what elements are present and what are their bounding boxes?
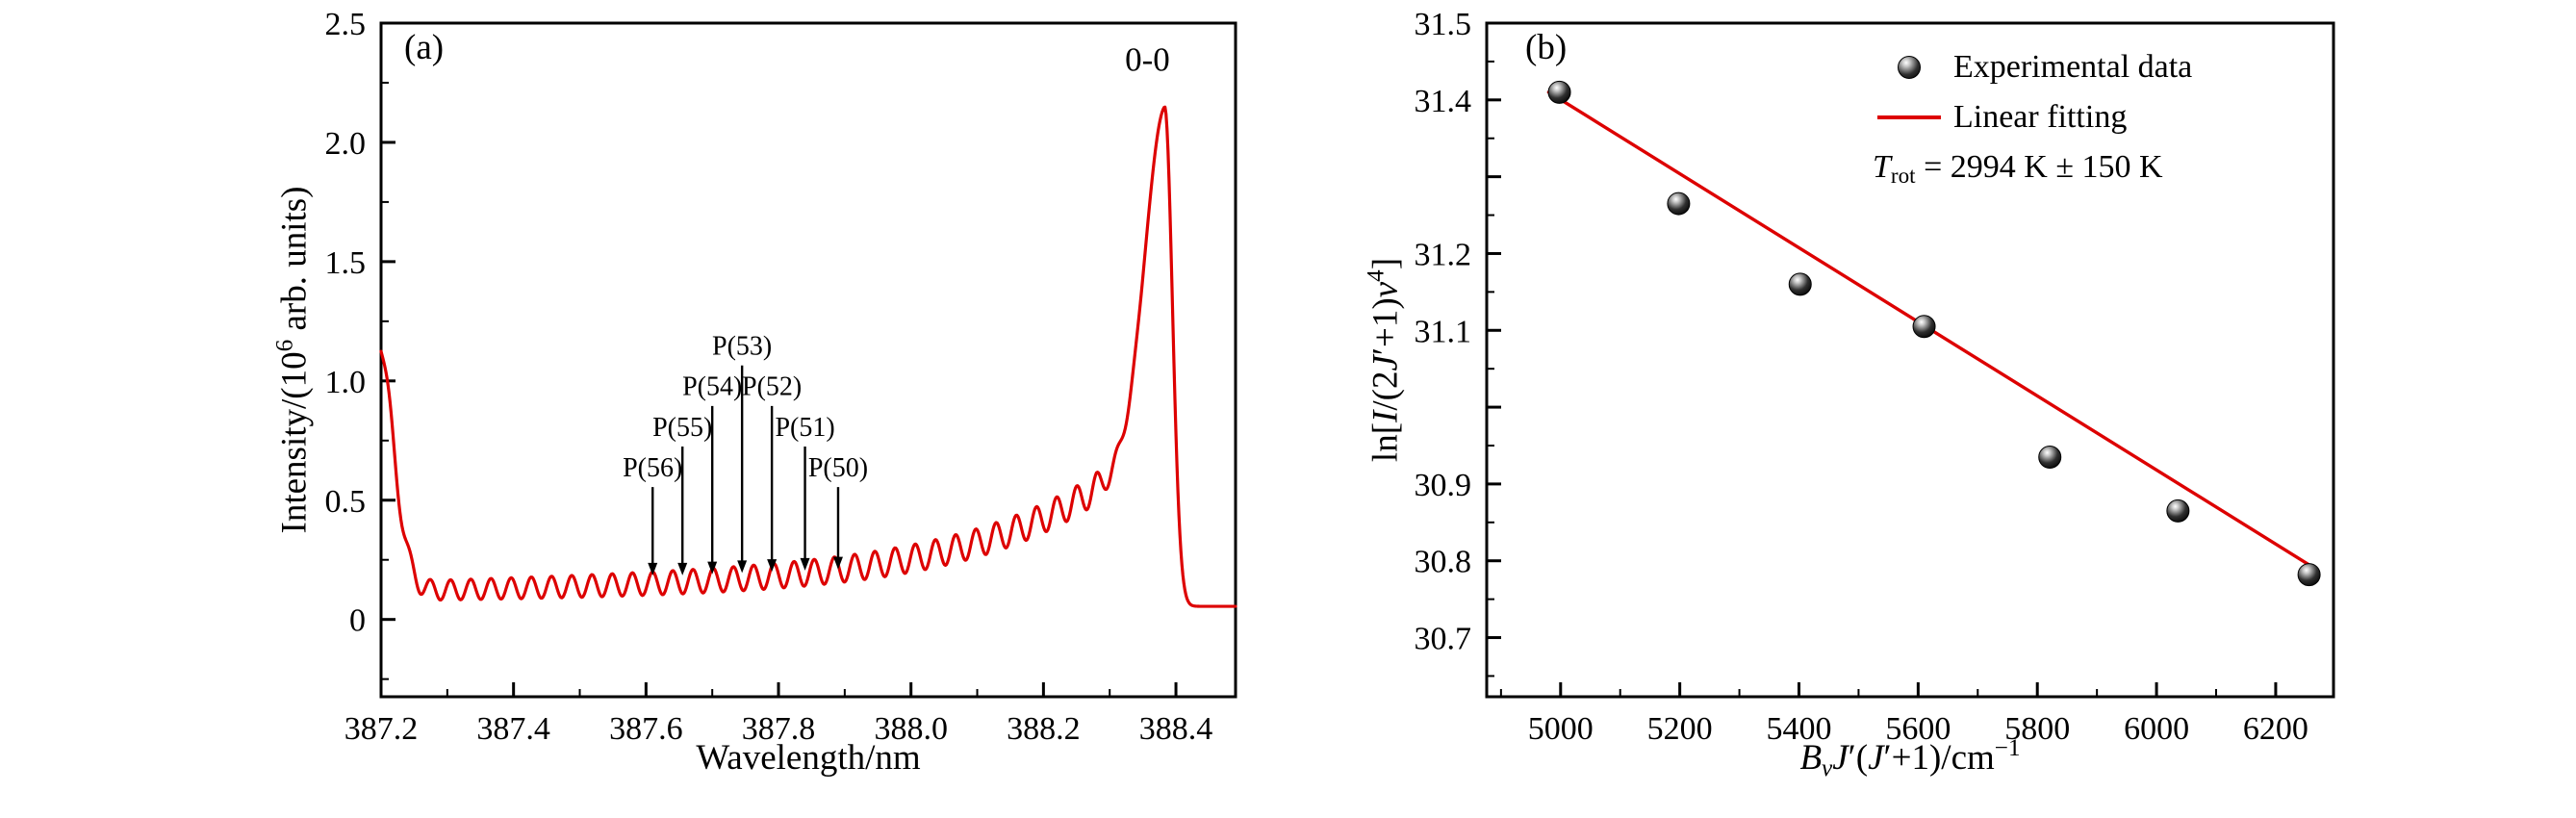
- p-branch-line-label: P(51): [775, 413, 834, 443]
- x-tick-label: 387.8: [742, 711, 816, 747]
- y-axis-title-a: Intensity/(106 arb. units): [271, 186, 315, 534]
- p-branch-line-label: P(53): [712, 332, 772, 362]
- p-branch-line-label: P(56): [623, 453, 682, 483]
- y-tick-label: 0.5: [325, 484, 367, 520]
- band-head-label: 0-0: [1125, 41, 1170, 79]
- data-point: [2166, 498, 2190, 523]
- panel-label-a: (a): [404, 28, 445, 67]
- axes-frame-a: [379, 21, 1237, 699]
- p-branch-arrowhead: [707, 561, 718, 575]
- x-tick-label: 5200: [1647, 711, 1713, 747]
- y-tick-label: 1.5: [325, 245, 367, 281]
- y-tick-label: 2.0: [325, 126, 367, 162]
- p-branch-arrowhead: [767, 559, 778, 573]
- spectrum-curve: [379, 105, 1237, 608]
- y-tick-label: 30.9: [1415, 468, 1472, 503]
- data-point: [1788, 272, 1812, 296]
- x-tick-label: 387.6: [609, 711, 683, 747]
- x-tick-label: 5600: [1885, 711, 1951, 747]
- x-tick-label: 5400: [1767, 711, 1832, 747]
- x-tick-label: 6200: [2243, 711, 2308, 747]
- legend-item-linear-fitting: Linear fitting: [1865, 92, 2192, 142]
- x-axis-title-b: BvJ′(J′+1)/cm−1: [1799, 735, 2021, 782]
- data-point: [1667, 192, 1691, 216]
- sphere-marker-icon: [1898, 56, 1921, 79]
- panel-label-b: (b): [1525, 28, 1568, 67]
- x-tick-label: 6000: [2124, 711, 2189, 747]
- data-point: [2297, 563, 2321, 587]
- data-point: [1912, 315, 1936, 339]
- y-tick-label: 30.7: [1415, 622, 1472, 657]
- p-branch-arrowhead: [800, 557, 810, 571]
- x-tick-label: 5000: [1528, 711, 1594, 747]
- p-branch-arrowhead: [648, 562, 658, 575]
- y-axis-title-b: ln[I/(2J′+1)ν4]: [1363, 257, 1406, 463]
- p-branch-arrowhead: [737, 560, 748, 574]
- p-branch-line-label: P(54): [682, 372, 742, 402]
- legend-label: Linear fitting: [1953, 99, 2128, 135]
- panel-b: 5000 5200 5400 5600 5800 6000 6200 31.5 31.4 31.2…: [1415, 7, 2335, 747]
- legend: Experimental data Linear fitting Trot = …: [1865, 42, 2192, 192]
- legend-marker-cell: [1865, 56, 1953, 79]
- data-point: [2038, 445, 2062, 469]
- x-axis-title-a: Wavelength/nm: [696, 738, 921, 778]
- p-branch-arrowhead: [832, 556, 843, 570]
- y-tick-label: 1.0: [325, 365, 367, 400]
- y-tick-label: 31.4: [1415, 84, 1472, 119]
- x-tick-label: 387.2: [344, 711, 419, 747]
- x-tick-label: 387.4: [476, 711, 550, 747]
- x-tick-label: 388.0: [874, 711, 948, 747]
- rotational-temperature-value: Trot = 2994 K ± 150 K: [1873, 149, 2163, 190]
- x-tick-label: 5800: [2004, 711, 2070, 747]
- y-tick-label: 2.5: [325, 7, 367, 42]
- panel-a: 387.2 387.4 387.6 387.8 388.0 388.2 388.4 0 0.5 1…: [325, 7, 1237, 747]
- p-branch-line-label: P(55): [652, 413, 712, 443]
- axes-frame-b: [1485, 21, 2335, 699]
- y-tick-label: 31.2: [1415, 237, 1472, 272]
- legend-annotation-trot: Trot = 2994 K ± 150 K: [1865, 142, 2192, 192]
- p-branch-line-label: P(52): [742, 372, 802, 402]
- legend-marker-cell: [1865, 115, 1953, 119]
- y-tick-label: 30.8: [1415, 545, 1472, 580]
- p-branch-arrowhead: [677, 562, 688, 575]
- legend-label: Experimental data: [1953, 49, 2193, 85]
- x-tick-label: 388.4: [1139, 711, 1213, 747]
- legend-item-experimental-data: Experimental data: [1865, 42, 2192, 92]
- p-branch-line-label: P(50): [808, 453, 868, 483]
- y-tick-label: 0: [349, 603, 366, 639]
- x-tick-label: 388.2: [1007, 711, 1081, 747]
- y-tick-label: 31.1: [1415, 314, 1472, 349]
- red-line-marker-icon: [1877, 115, 1941, 119]
- y-tick-label: 31.5: [1415, 7, 1472, 42]
- data-point: [1547, 80, 1571, 104]
